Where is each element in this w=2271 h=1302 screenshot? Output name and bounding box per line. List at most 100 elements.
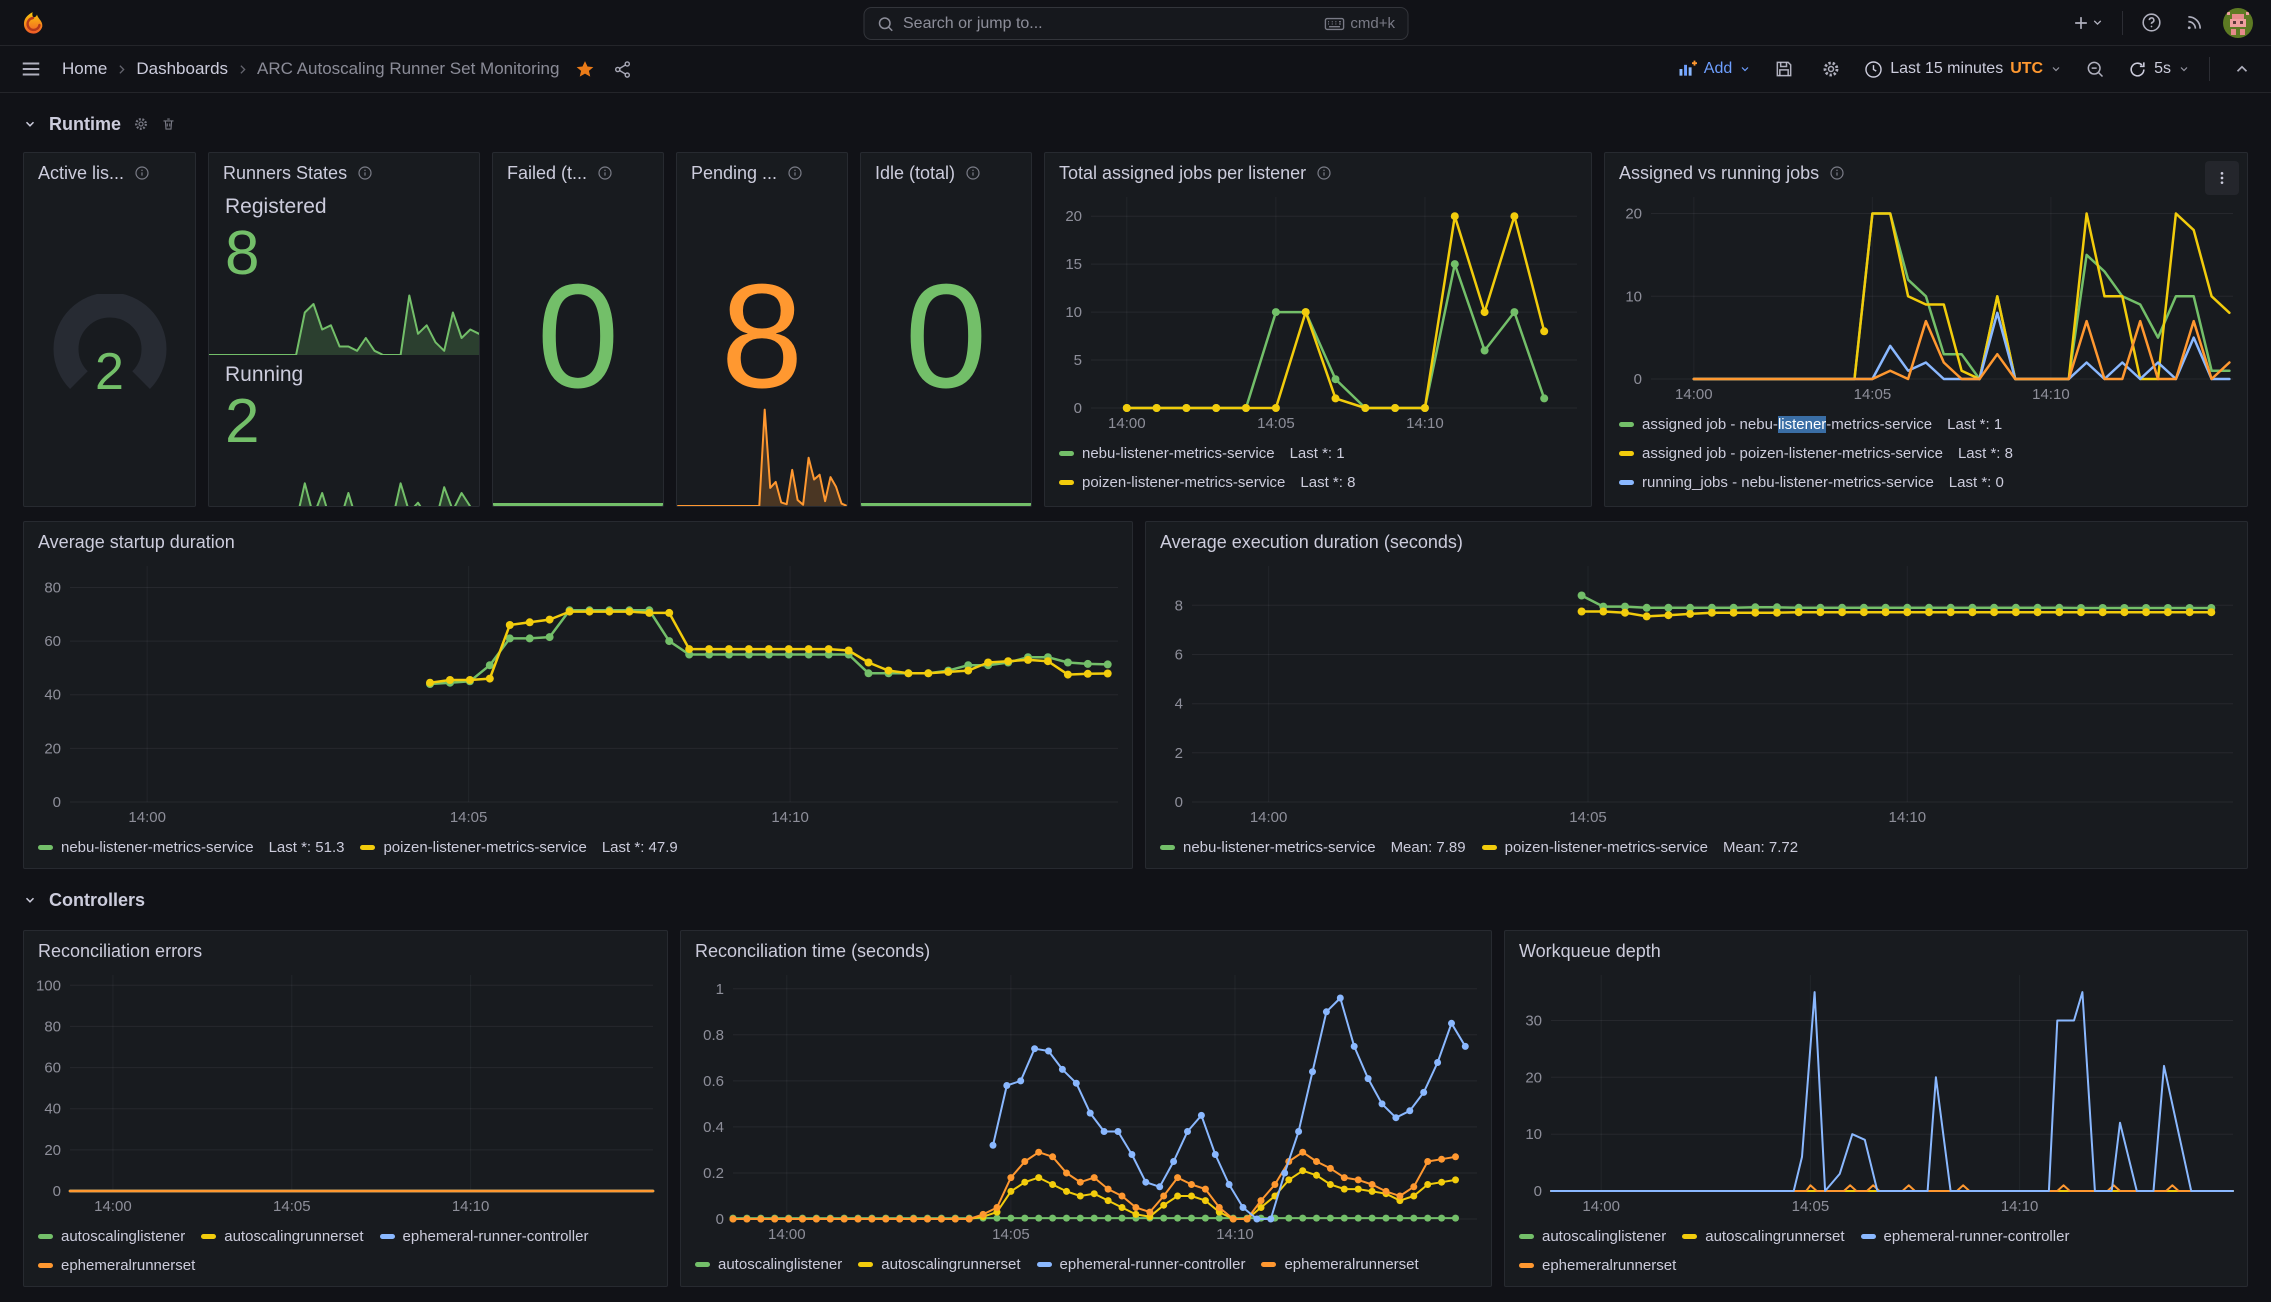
panel-runners-states: Runners States Registered 8 Running 2	[208, 152, 480, 507]
legend-item[interactable]: ephemeralrunnerset	[1261, 1250, 1419, 1279]
panel-title[interactable]: Failed (t...	[507, 162, 588, 183]
svg-text:0.8: 0.8	[703, 1027, 724, 1044]
legend-item[interactable]: nebu-listener-metrics-service Mean: 7.89	[1160, 833, 1466, 862]
legend-item[interactable]: running_jobs - poizen-listener-metrics-s…	[1619, 497, 2233, 505]
registered-sparkline-chart	[209, 294, 479, 355]
avg-execution-duration-chart[interactable]: 0 2 4 6 8 14:00 14:05 14:10	[1146, 556, 2247, 828]
panel-title[interactable]: Average startup duration	[38, 531, 235, 552]
info-icon[interactable]	[1829, 165, 1845, 181]
svg-text:0: 0	[716, 1211, 724, 1228]
breadcrumb-dashboards[interactable]: Dashboards	[136, 59, 229, 78]
legend-item[interactable]: autoscalingrunnerset	[858, 1250, 1021, 1279]
legend-item[interactable]: ephemeralrunnerset	[1519, 1251, 1676, 1280]
sparkline-baseline	[493, 503, 663, 506]
save-dashboard-button[interactable]	[1770, 55, 1798, 83]
legend-item[interactable]: autoscalingrunnerset	[1682, 1222, 1845, 1251]
reconciliation-time-chart[interactable]: 0 0.2 0.4 0.6 0.8 1 14:00 14:05 14:10	[681, 965, 1491, 1245]
panel-title[interactable]: Active lis...	[38, 162, 125, 183]
legend-item[interactable]: ephemeral-runner-controller	[1036, 1250, 1245, 1279]
legend-swatch	[38, 1263, 53, 1268]
legend-item[interactable]: assigned job - nebu-listener-metrics-ser…	[1619, 410, 2233, 439]
reconciliation-errors-chart[interactable]: 0 20 40 60 80 100 14:00 14:05 14:10	[24, 965, 667, 1217]
info-icon[interactable]	[1316, 165, 1332, 181]
svg-text:10: 10	[1065, 304, 1082, 321]
info-icon[interactable]	[787, 165, 803, 181]
search-input[interactable]: Search or jump to... cmd+k	[863, 7, 1408, 40]
panel-title[interactable]: Assigned vs running jobs	[1619, 162, 1820, 183]
legend-item[interactable]: ephemeralrunnerset	[38, 1251, 195, 1280]
top-bar: Search or jump to... cmd+k	[0, 0, 2271, 46]
mega-menu-toggle[interactable]	[16, 54, 46, 84]
collapse-toolbar-button[interactable]	[2229, 56, 2255, 82]
legend-item[interactable]: autoscalingrunnerset	[201, 1222, 364, 1251]
svg-text:8: 8	[1175, 597, 1183, 614]
legend-item[interactable]: autoscalinglistener	[1519, 1222, 1666, 1251]
info-icon[interactable]	[597, 165, 613, 181]
panel-title[interactable]: Idle (total)	[875, 162, 956, 183]
zoom-out-icon	[2087, 61, 2104, 78]
avg-startup-duration-chart[interactable]: 0 20 40 60 80 14:00 14:05 14:10	[24, 556, 1132, 828]
svg-text:14:00: 14:00	[768, 1226, 806, 1243]
legend-label: autoscalingrunnerset	[1705, 1228, 1845, 1245]
legend-item[interactable]: running_jobs - nebu-listener-metrics-ser…	[1619, 468, 2233, 497]
legend-item[interactable]: nebu-listener-metrics-service Last *: 1	[1059, 439, 1577, 468]
panel-title[interactable]: Pending ...	[691, 162, 778, 183]
row-delete-button[interactable]	[161, 116, 176, 132]
grafana-logo-icon[interactable]	[18, 8, 48, 38]
dashboard-settings-button[interactable]	[1817, 55, 1845, 83]
row-title-controllers[interactable]: Controllers	[49, 889, 146, 910]
svg-text:14:05: 14:05	[1569, 809, 1607, 826]
legend-swatch	[1261, 1262, 1277, 1267]
gear-icon	[135, 118, 147, 130]
avatar[interactable]	[2223, 7, 2253, 38]
svg-text:10: 10	[1525, 1126, 1542, 1143]
info-icon[interactable]	[357, 165, 373, 181]
info-icon[interactable]	[134, 165, 150, 181]
time-range-picker[interactable]: Last 15 minutes UTC	[1864, 60, 2062, 79]
panel-title[interactable]: Reconciliation time (seconds)	[695, 940, 931, 961]
panel-title[interactable]: Runners States	[223, 162, 348, 183]
legend-label: nebu-listener-metrics-service	[1183, 839, 1376, 856]
svg-text:14:00: 14:00	[94, 1198, 132, 1215]
news-button[interactable]	[2180, 8, 2209, 37]
legend-item[interactable]: ephemeral-runner-controller	[379, 1222, 588, 1251]
help-button[interactable]	[2137, 8, 2166, 37]
svg-text:6: 6	[1175, 647, 1183, 664]
svg-text:14:10: 14:10	[1889, 809, 1927, 826]
legend-item[interactable]: autoscalinglistener	[38, 1222, 185, 1251]
panel-title[interactable]: Workqueue depth	[1519, 940, 1661, 961]
favorite-star-icon[interactable]	[575, 59, 595, 79]
legend-swatch	[360, 845, 376, 850]
new-dropdown-button[interactable]	[2067, 9, 2108, 37]
legend: autoscalinglistener autoscalingrunnerset e…	[24, 1217, 667, 1280]
legend-item[interactable]: assigned job - poizen-listener-metrics-s…	[1619, 439, 2233, 468]
add-button[interactable]: Add	[1677, 59, 1751, 79]
legend-item[interactable]: ephemeral-runner-controller	[1860, 1222, 2069, 1251]
legend-item[interactable]: poizen-listener-metrics-service Mean: 7.7…	[1481, 833, 1798, 862]
total-assigned-jobs-chart[interactable]: 0 5 10 15 20 14:00 14:05 14:10	[1045, 187, 1591, 434]
legend-item[interactable]: poizen-listener-metrics-service Last *: 8	[1059, 468, 1577, 497]
breadcrumb-home[interactable]: Home	[62, 59, 108, 78]
chevron-down-icon[interactable]	[23, 893, 37, 907]
legend-item[interactable]: nebu-listener-metrics-service Last *: 51.…	[38, 833, 344, 862]
workqueue-depth-chart[interactable]: 0 10 20 30 14:00 14:05 14:10	[1505, 965, 2247, 1217]
chevron-up-icon	[2236, 65, 2248, 72]
refresh-picker[interactable]: 5s	[2128, 60, 2190, 79]
legend-swatch	[1619, 480, 1634, 485]
legend-item[interactable]: poizen-listener-metrics-service Last *: 4…	[360, 833, 678, 862]
panel-title[interactable]: Reconciliation errors	[38, 940, 203, 961]
info-icon[interactable]	[965, 165, 981, 181]
stat-value: 8	[225, 219, 260, 288]
share-icon[interactable]	[613, 60, 632, 79]
assigned-vs-running-chart[interactable]: 0 10 20 14:00 14:05 14:10	[1605, 187, 2247, 405]
panel-title[interactable]: Total assigned jobs per listener	[1059, 162, 1307, 183]
panel-menu-button[interactable]	[2205, 161, 2239, 195]
row-title-runtime[interactable]: Runtime	[49, 113, 121, 134]
panel-title[interactable]: Average execution duration (seconds)	[1160, 531, 1463, 552]
legend-item[interactable]: autoscalinglistener	[695, 1250, 842, 1279]
chevron-down-icon[interactable]	[23, 117, 37, 131]
svg-text:14:05: 14:05	[273, 1198, 311, 1215]
row-settings-button[interactable]	[133, 116, 149, 132]
keyboard-icon	[1324, 17, 1345, 30]
zoom-out-button[interactable]	[2081, 55, 2109, 83]
